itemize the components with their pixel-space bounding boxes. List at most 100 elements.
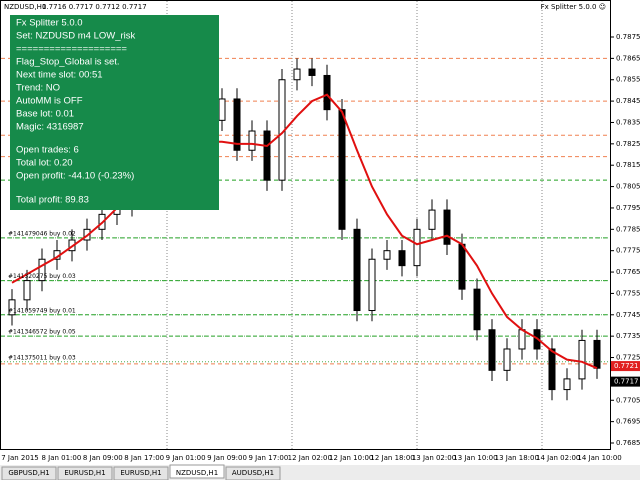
candle-body — [38, 258, 46, 282]
candle-body — [503, 348, 511, 371]
candle-body — [383, 250, 391, 260]
x-tick-label: 12 Jan 18:00 — [370, 454, 414, 462]
candle-body — [563, 378, 571, 391]
y-tick-label: 0.7685 — [616, 439, 640, 447]
x-tick-label: 7 Jan 2015 — [1, 454, 39, 462]
y-tick-label: 0.7695 — [616, 418, 640, 426]
candle-body — [218, 98, 226, 121]
y-tick-label: 0.7765 — [616, 268, 640, 276]
y-tick-label: 0.7825 — [616, 140, 640, 148]
candle-body — [548, 348, 556, 391]
y-tick-label: 0.7795 — [616, 204, 640, 212]
x-tick-label: 9 Jan 17:00 — [248, 454, 288, 462]
tab-label[interactable]: AUDUSD,H1 — [232, 469, 274, 477]
candle-body — [413, 228, 421, 267]
tab-label[interactable]: EURUSD,H1 — [64, 469, 105, 477]
x-tick-label: 9 Jan 09:00 — [207, 454, 247, 462]
y-tick-label: 0.7815 — [616, 161, 640, 169]
order-label: #141375011 buy 0.03 — [8, 354, 76, 361]
panel-line: Total lot: 0.20 — [16, 158, 73, 169]
order-label: #141059749 buy 0.01 — [8, 307, 76, 314]
candle-body — [458, 243, 466, 290]
panel-line: Flag_Stop_Global is set. — [16, 57, 120, 68]
panel-line: AutoMM is OFF — [16, 96, 83, 107]
candle-body — [578, 339, 586, 380]
candle-body — [308, 68, 316, 76]
y-tick-label: 0.7785 — [616, 225, 640, 233]
panel-line: Magic: 4316987 — [16, 122, 84, 133]
candle-body — [488, 329, 496, 371]
candle-body — [368, 258, 376, 312]
candle-body — [23, 280, 31, 301]
candle-body — [338, 109, 346, 230]
y-tick-label: 0.7755 — [616, 289, 640, 297]
panel-line: Open trades: 6 — [16, 145, 79, 156]
bid-label: 0.7717 — [614, 378, 639, 386]
chart-quote: 0.7716 0.7717 0.7712 0.7717 — [42, 3, 147, 11]
ask-box — [611, 361, 640, 372]
moving-average — [11, 93, 598, 370]
x-tick-label: 8 Jan 17:00 — [124, 454, 164, 462]
tab-label[interactable]: GBPUSD,H1 — [8, 469, 49, 477]
info-panel: Fx Splitter 5.0.0 Set: NZDUSD m4 LOW_risk… — [10, 15, 219, 210]
y-tick-label: 0.7725 — [616, 354, 640, 362]
tabs: GBPUSD,H1 EURUSD,H1 EURUSD,H1 NZDUSD,H1 AUDU… — [1, 464, 281, 481]
y-tick-label: 0.7845 — [616, 97, 640, 105]
candle-body — [8, 299, 16, 316]
chart-frame — [0, 0, 611, 450]
y-tick-label: 0.7855 — [616, 76, 640, 84]
panel-line: Total profit: 89.83 — [16, 195, 89, 206]
candle-body — [353, 228, 361, 312]
candle-body — [518, 329, 526, 350]
x-tick-label: 13 Jan 02:00 — [412, 454, 456, 462]
x-tick-label: 13 Jan 18:00 — [495, 454, 539, 462]
y-tick-label: 0.7875 — [616, 33, 640, 41]
panel-line: Set: NZDUSD m4 LOW_risk — [16, 31, 136, 42]
panel-line: Fx Splitter 5.0.0 — [16, 18, 83, 29]
ma-line — [11, 93, 598, 370]
tab-label[interactable]: EURUSD,H1 — [120, 469, 161, 477]
candle-body — [443, 209, 451, 245]
price-axis: 0.7875 0.7865 0.7855 0.7845 0.7835 0.7825 0.78… — [610, 33, 640, 447]
order-label: #141479046 buy 0.02 — [8, 230, 76, 237]
ask-label: 0.7721 — [614, 362, 639, 370]
candle-body — [263, 130, 271, 181]
y-tick-label: 0.7805 — [616, 183, 640, 191]
x-tick-label: 8 Jan 01:00 — [41, 454, 81, 462]
order-label: #141346572 buy 0.05 — [8, 329, 76, 336]
candle-body — [248, 130, 256, 151]
y-tick-label: 0.7705 — [616, 396, 640, 404]
tab[interactable] — [169, 464, 225, 479]
panel-bg — [10, 15, 219, 210]
x-tick-label: 12 Jan 02:00 — [288, 454, 332, 462]
time-axis: 7 Jan 2015 8 Jan 01:00 8 Jan 09:00 8 Jan 17… — [1, 454, 622, 462]
y-tick-label: 0.7775 — [616, 247, 640, 255]
expert-name: Fx Splitter 5.0.0 ☺ — [541, 3, 606, 11]
candle-body — [233, 98, 241, 151]
panel-line: Next time slot: 00:51 — [16, 70, 103, 81]
chart-symbol: NZDUSD,H1 — [4, 3, 46, 11]
x-tick-label: 8 Jan 09:00 — [83, 454, 123, 462]
x-tick-label: 12 Jan 10:00 — [329, 454, 373, 462]
y-tick-label: 0.7835 — [616, 118, 640, 126]
candle-body — [473, 288, 481, 331]
x-tick-label: 14 Jan 02:00 — [536, 454, 580, 462]
y-tick-label: 0.7735 — [616, 332, 640, 340]
order-label: #141320275 buy 0.03 — [8, 273, 76, 280]
x-tick-label: 9 Jan 01:00 — [166, 454, 206, 462]
y-tick-label: 0.7745 — [616, 311, 640, 319]
panel-line: Open profit: -44.10 (-0.23%) — [16, 171, 134, 182]
x-tick-label: 13 Jan 10:00 — [453, 454, 497, 462]
panel-line: Trend: NO — [16, 83, 60, 94]
panel-line: Base lot: 0.01 — [16, 109, 74, 120]
tab-label[interactable]: NZDUSD,H1 — [176, 469, 218, 477]
bid-box — [611, 376, 640, 387]
candle-body — [293, 68, 301, 81]
y-tick-label: 0.7865 — [616, 54, 640, 62]
candle-body — [428, 209, 436, 230]
panel-line: ==================== — [16, 44, 127, 55]
x-tick-label: 14 Jan 10:00 — [577, 454, 621, 462]
order-labels: #141479046 buy 0.02 #141320275 buy 0.03 #1… — [8, 230, 76, 361]
candle-body — [398, 250, 406, 267]
